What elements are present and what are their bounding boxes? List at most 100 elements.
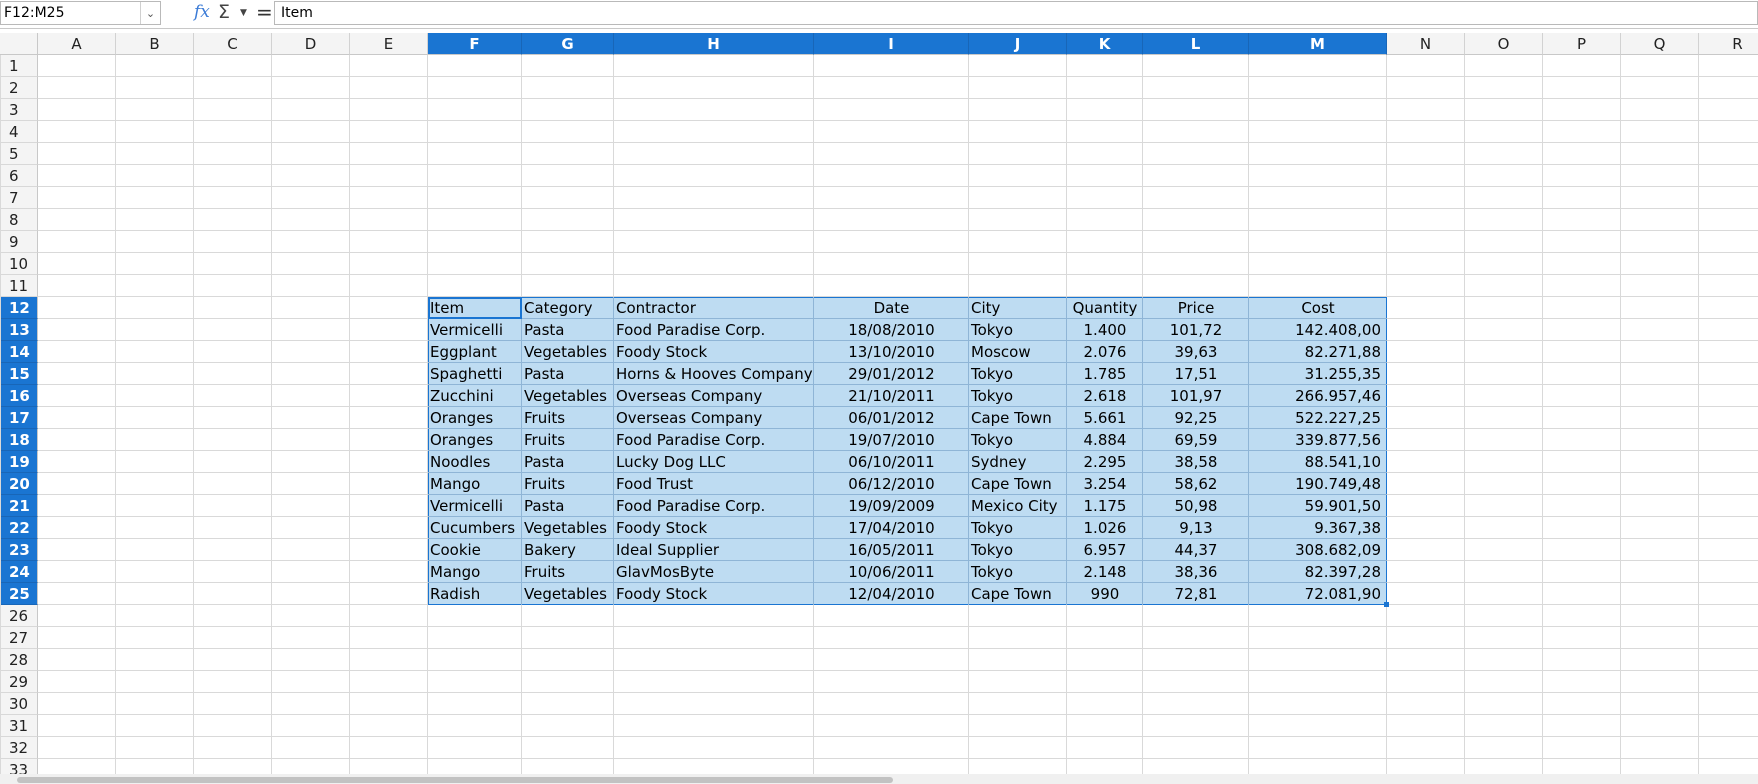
table-cell[interactable]: Vegetables <box>524 343 607 361</box>
table-cell[interactable]: Fruits <box>524 431 566 449</box>
table-cell[interactable]: Tokyo <box>971 563 1013 581</box>
row-header-13[interactable]: 13 <box>0 319 38 341</box>
table-cell[interactable]: Foody Stock <box>616 519 708 537</box>
table-cell[interactable]: Ideal Supplier <box>616 541 720 559</box>
table-cell[interactable]: Horns & Hooves Company <box>616 365 813 383</box>
table-cell[interactable]: Fruits <box>524 475 566 493</box>
row-header-30[interactable]: 30 <box>0 693 38 715</box>
row-header-25[interactable]: 25 <box>0 583 38 605</box>
row-header-12[interactable]: 12 <box>0 297 38 319</box>
table-cell[interactable]: Pasta <box>524 365 565 383</box>
table-cell[interactable]: Tokyo <box>971 365 1013 383</box>
table-cell[interactable]: Foody Stock <box>616 585 708 603</box>
row-header-6[interactable]: 6 <box>0 165 38 187</box>
table-cell[interactable]: Vegetables <box>524 585 607 603</box>
table-cell[interactable]: 82.271,88 <box>1304 343 1381 361</box>
column-header-h[interactable]: H <box>614 33 814 55</box>
table-cell[interactable]: 31.255,35 <box>1304 365 1381 383</box>
row-header-17[interactable]: 17 <box>0 407 38 429</box>
table-cell[interactable]: Pasta <box>524 453 565 471</box>
table-cell[interactable]: 06/10/2011 <box>848 453 935 471</box>
column-header-n[interactable]: N <box>1387 33 1465 55</box>
sum-dropdown-icon[interactable]: ▼ <box>240 8 247 18</box>
row-header-24[interactable]: 24 <box>0 561 38 583</box>
table-cell[interactable]: 38,36 <box>1174 563 1218 581</box>
function-wizard-icon[interactable]: fx <box>194 2 210 22</box>
table-cell[interactable]: Pasta <box>524 321 565 339</box>
table-cell[interactable]: Tokyo <box>971 519 1013 537</box>
table-cell[interactable]: 19/07/2010 <box>848 431 935 449</box>
table-cell[interactable]: Eggplant <box>430 343 497 361</box>
table-cell[interactable]: 17/04/2010 <box>848 519 935 537</box>
table-cell[interactable]: 9.367,38 <box>1314 519 1381 537</box>
table-cell[interactable]: Food Trust <box>616 475 694 493</box>
column-header-d[interactable]: D <box>272 33 350 55</box>
table-header-cell[interactable]: Date <box>873 299 910 317</box>
table-cell[interactable]: 3.254 <box>1083 475 1127 493</box>
sum-icon[interactable]: Σ <box>218 1 231 23</box>
table-header-cell[interactable]: Contractor <box>616 299 696 317</box>
column-header-j[interactable]: J <box>969 33 1067 55</box>
table-cell[interactable]: Oranges <box>430 409 494 427</box>
formula-input[interactable]: Item <box>274 1 1758 25</box>
table-cell[interactable]: 06/12/2010 <box>848 475 935 493</box>
table-cell[interactable]: Tokyo <box>971 321 1013 339</box>
table-cell[interactable]: 13/10/2010 <box>848 343 935 361</box>
row-header-14[interactable]: 14 <box>0 341 38 363</box>
column-header-k[interactable]: K <box>1067 33 1143 55</box>
column-header-e[interactable]: E <box>350 33 428 55</box>
row-header-5[interactable]: 5 <box>0 143 38 165</box>
table-cell[interactable]: Fruits <box>524 563 566 581</box>
table-cell[interactable]: 50,98 <box>1174 497 1218 515</box>
table-cell[interactable]: Spaghetti <box>430 365 503 383</box>
table-cell[interactable]: Mango <box>430 563 481 581</box>
table-cell[interactable]: 17,51 <box>1174 365 1218 383</box>
row-header-19[interactable]: 19 <box>0 451 38 473</box>
select-all-corner[interactable] <box>0 33 38 55</box>
row-header-31[interactable]: 31 <box>0 715 38 737</box>
table-cell[interactable]: Vegetables <box>524 387 607 405</box>
table-cell[interactable]: Cookie <box>430 541 481 559</box>
column-header-f[interactable]: F <box>428 33 522 55</box>
table-cell[interactable]: Cape Town <box>971 409 1052 427</box>
table-cell[interactable]: 92,25 <box>1174 409 1218 427</box>
row-header-32[interactable]: 32 <box>0 737 38 759</box>
table-header-cell[interactable]: City <box>971 299 1001 317</box>
row-header-8[interactable]: 8 <box>0 209 38 231</box>
table-cell[interactable]: Food Paradise Corp. <box>616 497 766 515</box>
table-cell[interactable]: 29/01/2012 <box>848 365 935 383</box>
table-cell[interactable]: 59.901,50 <box>1304 497 1381 515</box>
table-cell[interactable]: 2.295 <box>1083 453 1127 471</box>
table-cell[interactable]: Overseas Company <box>616 387 763 405</box>
table-cell[interactable]: Lucky Dog LLC <box>616 453 726 471</box>
horizontal-scrollbar[interactable] <box>0 774 1758 784</box>
row-header-1[interactable]: 1 <box>0 55 38 77</box>
table-cell[interactable]: Noodles <box>430 453 491 471</box>
table-cell[interactable]: 101,72 <box>1169 321 1223 339</box>
table-cell[interactable]: Tokyo <box>971 541 1013 559</box>
column-header-r[interactable]: R <box>1699 33 1758 55</box>
table-cell[interactable]: 4.884 <box>1083 431 1127 449</box>
table-cell[interactable]: 12/04/2010 <box>848 585 935 603</box>
table-cell[interactable]: 10/06/2011 <box>848 563 935 581</box>
column-header-l[interactable]: L <box>1143 33 1249 55</box>
table-cell[interactable]: Mango <box>430 475 481 493</box>
table-cell[interactable]: Radish <box>430 585 481 603</box>
row-header-4[interactable]: 4 <box>0 121 38 143</box>
table-cell[interactable]: Cucumbers <box>430 519 516 537</box>
column-header-b[interactable]: B <box>116 33 194 55</box>
table-cell[interactable]: 19/09/2009 <box>848 497 935 515</box>
column-header-c[interactable]: C <box>194 33 272 55</box>
table-cell[interactable]: 6.957 <box>1083 541 1127 559</box>
scrollbar-thumb[interactable] <box>17 777 893 783</box>
column-header-i[interactable]: I <box>814 33 969 55</box>
table-cell[interactable]: 39,63 <box>1174 343 1218 361</box>
table-cell[interactable]: 142.408,00 <box>1295 321 1381 339</box>
row-header-10[interactable]: 10 <box>0 253 38 275</box>
table-cell[interactable]: 88.541,10 <box>1304 453 1381 471</box>
row-header-28[interactable]: 28 <box>0 649 38 671</box>
row-header-22[interactable]: 22 <box>0 517 38 539</box>
table-cell[interactable]: GlavMosByte <box>616 563 715 581</box>
table-cell[interactable]: 5.661 <box>1083 409 1127 427</box>
name-box[interactable]: F12:M25 ⌄ <box>0 1 161 25</box>
